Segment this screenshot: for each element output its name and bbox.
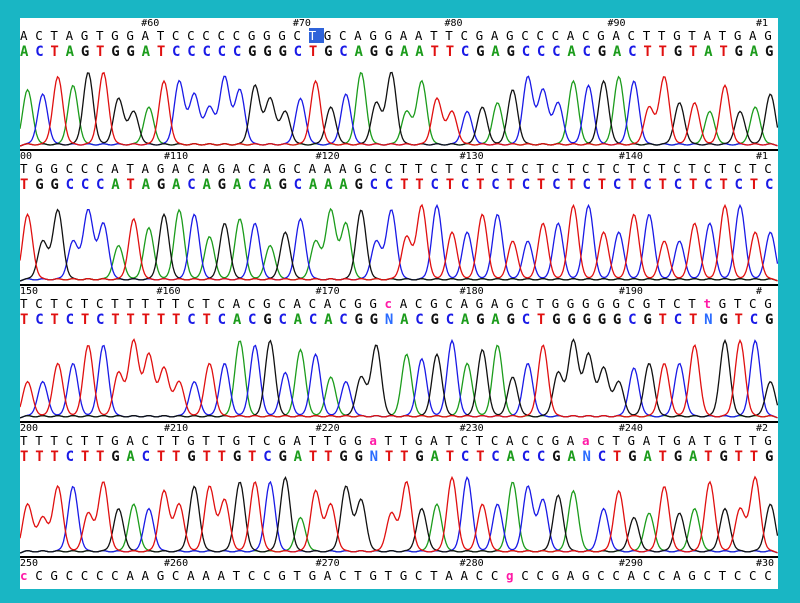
- position-label: 00: [20, 151, 33, 162]
- position-label: #130: [459, 151, 484, 162]
- position-label: #290: [618, 558, 643, 569]
- trace-g: [20, 71, 778, 147]
- position-label: #90: [607, 18, 626, 29]
- position-label: #170: [315, 286, 340, 297]
- row-separator: [20, 149, 778, 151]
- position-label: #280: [459, 558, 484, 569]
- row-separator: [20, 284, 778, 286]
- position-ruler: 00 #110 #120 #130 #140 #1: [20, 151, 778, 163]
- position-label: #2: [756, 423, 769, 434]
- trace-row-5: 250 #260 #270 #280 #290 #30 cCGCCCCAAGCAAATCCG…: [20, 558, 778, 589]
- raw-sequence-line: TTTCTTGACTTGTTGTCGATTGGaTTGATCTCACCGAaCT…: [20, 433, 778, 448]
- trace-c: [20, 338, 778, 419]
- position-label: #80: [444, 18, 463, 29]
- raw-sequence-line: TCTCTCTTTTTCTCACGCACACGGcACGCAGAGCTGGGGG…: [20, 296, 778, 311]
- chromatogram-trace: [20, 338, 778, 419]
- trace-t: [20, 475, 778, 554]
- position-label: #210: [164, 423, 189, 434]
- chromatogram-trace: [20, 475, 778, 554]
- position-label: 150: [20, 286, 39, 297]
- chromatogram-trace: [20, 71, 778, 147]
- position-label: #: [756, 286, 763, 297]
- trace-c: [20, 476, 778, 554]
- trace-row-3: 150 #160 #170 #180 #190 # TCTCTCTTTTTCTCACGCAC…: [20, 286, 778, 423]
- position-label: #1: [756, 151, 769, 162]
- base-call-line: ACTAGTGGATCCCCCGGGCTGCAGGAATTCGAGCCCACGA…: [20, 44, 778, 60]
- position-label: #120: [315, 151, 340, 162]
- row-separator: [20, 421, 778, 423]
- position-label: 250: [20, 558, 39, 569]
- position-label: #160: [156, 286, 181, 297]
- position-label: #180: [459, 286, 484, 297]
- position-ruler: 150 #160 #170 #180 #190 #: [20, 286, 778, 298]
- position-label: #140: [618, 151, 643, 162]
- position-label: #30: [756, 558, 775, 569]
- position-label: #230: [459, 423, 484, 434]
- position-label: #240: [618, 423, 643, 434]
- position-label: #190: [618, 286, 643, 297]
- position-label: #260: [164, 558, 189, 569]
- chromatogram-trace: [20, 203, 778, 282]
- position-label: #1: [756, 18, 769, 29]
- trace-row-1: #60 #70 #80 #90 #1 ACTAGTGGATCCCCCGGGCTGCAGGA…: [20, 18, 778, 151]
- trace-g: [20, 338, 778, 419]
- base-call-line: TTTCTTGACTTGTTGTCGATTGGNTTGATCTCACCGANCT…: [20, 449, 778, 465]
- position-label: #220: [315, 423, 340, 434]
- trace-a: [20, 71, 778, 147]
- position-ruler: 200 #210 #220 #230 #240 #2: [20, 423, 778, 435]
- trace-t: [20, 203, 778, 282]
- trace-row-2: 00 #110 #120 #130 #140 #1 TGGCCCATAGACAGACAGCA…: [20, 151, 778, 286]
- raw-sequence-line: ACTAGTGGATCCCCCGGGCTGCAGGAATTCGAGCCCACGA…: [20, 28, 778, 43]
- position-label: 200: [20, 423, 39, 434]
- position-label: #270: [315, 558, 340, 569]
- trace-a: [20, 340, 778, 419]
- trace-g: [20, 476, 778, 554]
- trace-row-4: 200 #210 #220 #230 #240 #2 TTTCTTGACTTGTTGTCGA…: [20, 423, 778, 558]
- base-call-line: TGGCCCATAGACAGACAGCAAAGCCTTCTCTCTCTCTCTC…: [20, 177, 778, 193]
- position-label: #70: [292, 18, 311, 29]
- trace-t: [20, 71, 778, 147]
- raw-sequence-line: cCGCCCCAAGCAAATCCGTGACTGTGCTAACCgCCGAGCC…: [20, 568, 778, 583]
- chromatogram-panel[interactable]: #60 #70 #80 #90 #1 ACTAGTGGATCCCCCGGGCTGCAGGA…: [20, 18, 778, 589]
- position-ruler: 250 #260 #270 #280 #290 #30: [20, 558, 778, 570]
- trace-t: [20, 338, 778, 419]
- row-separator: [20, 556, 778, 558]
- base-call-line: TCTCTCTTTTTCTCACGCACACGGNACGCAGAGCTGGGGG…: [20, 312, 778, 328]
- position-label: #110: [164, 151, 189, 162]
- trace-g: [20, 208, 778, 282]
- position-ruler: #60 #70 #80 #90 #1: [20, 18, 778, 30]
- raw-sequence-line: TGGCCCATAGACAGACAGCAAAGCCTTCTCTCTCTCTCTC…: [20, 161, 778, 176]
- position-label: #60: [141, 18, 160, 29]
